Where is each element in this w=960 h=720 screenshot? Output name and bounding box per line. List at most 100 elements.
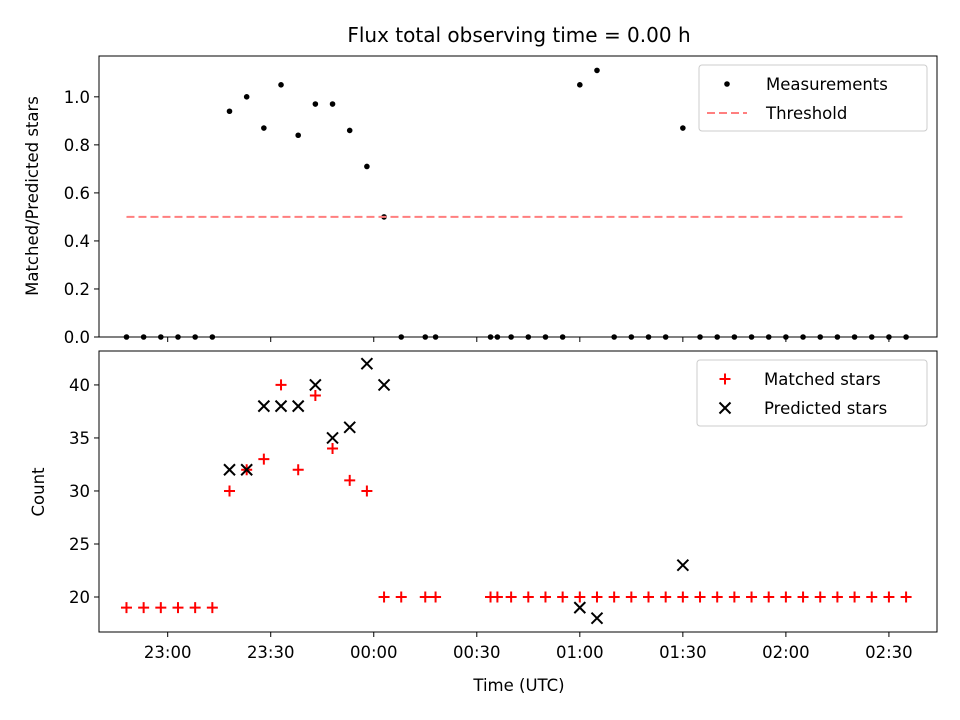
matched-stars-point <box>574 591 586 603</box>
axes-frame <box>98 55 938 338</box>
y-tick-label: 0.2 <box>64 280 90 299</box>
measurement-point <box>261 125 267 131</box>
measurement-point <box>329 101 336 107</box>
measurement-point <box>278 82 284 88</box>
predicted-stars-point <box>377 378 391 392</box>
matched-stars-point <box>309 390 321 402</box>
matched-stars-point <box>419 591 431 603</box>
y-tick-label: 25 <box>69 535 90 554</box>
matched-stars-point <box>505 591 517 603</box>
matched-stars-point <box>292 464 304 476</box>
matched-stars-point <box>660 591 672 603</box>
matched-stars-point <box>275 379 287 391</box>
measurement-point <box>226 108 233 115</box>
measurement-point <box>295 132 301 139</box>
legend-label: Measurements <box>766 75 888 94</box>
x-tick-label: 01:30 <box>659 643 707 662</box>
matched-stars-point <box>883 591 895 603</box>
bottom-y-axis-label: Count <box>29 467 48 517</box>
matched-stars-point <box>625 591 637 603</box>
measurement-point <box>243 94 250 100</box>
measurement-point <box>346 127 353 134</box>
matched-stars-point <box>763 591 775 603</box>
matched-stars-point <box>711 591 723 603</box>
predicted-stars-point <box>309 378 322 392</box>
x-tick-label: 23:30 <box>247 643 295 662</box>
x-tick-label: 00:00 <box>350 643 398 662</box>
matched-stars-point <box>491 591 503 603</box>
measurement-point <box>577 82 583 88</box>
matched-stars-point <box>120 602 132 614</box>
matched-stars-point <box>866 591 878 603</box>
matched-stars-point <box>539 591 551 603</box>
predicted-stars-point <box>573 601 587 614</box>
matched-stars-point <box>694 591 706 603</box>
bottom-panel: 20 25 30 35 40 23:00 23:30 00:00 00:30 01:00 01:30… <box>69 350 938 662</box>
measurement-point <box>594 67 600 74</box>
y-tick-label: 0.8 <box>64 136 90 155</box>
y-tick-label: 0.0 <box>64 328 90 347</box>
legend-label: Predicted stars <box>764 399 887 418</box>
y-tick-label: 0.4 <box>64 232 90 251</box>
matched-stars-point <box>608 591 620 603</box>
matched-stars-point <box>557 591 569 603</box>
matched-stars-point <box>814 591 826 603</box>
matched-stars-point <box>900 591 912 603</box>
y-tick-label: 1.0 <box>64 88 90 107</box>
matched-stars-point <box>344 474 356 486</box>
matched-stars-point <box>522 591 534 603</box>
matched-stars-point <box>849 591 861 603</box>
matched-stars-point <box>172 602 184 614</box>
legend-box <box>698 64 928 132</box>
legend-box <box>696 359 928 427</box>
axes-frame <box>98 350 938 633</box>
top-panel: 0.0 0.2 0.4 0.6 0.8 1.0 Measurements Threshold <box>64 55 938 347</box>
matched-stars-point <box>189 602 201 614</box>
matched-stars-point <box>643 591 655 603</box>
x-tick-label: 23:00 <box>144 643 192 662</box>
predicted-stars-point <box>240 463 253 476</box>
predicted-stars-point <box>360 357 374 370</box>
legend-label: Matched stars <box>764 370 881 389</box>
y-tick-label: 20 <box>69 588 90 607</box>
matched-stars-point <box>831 591 843 603</box>
x-tick-label: 01:00 <box>556 643 604 662</box>
matched-stars-point <box>224 485 236 497</box>
matched-stars-point <box>155 602 167 614</box>
measurement-point <box>312 101 319 107</box>
matched-stars-point <box>327 443 339 455</box>
y-tick-label: 30 <box>69 482 90 501</box>
legend-predicted-swatch <box>718 401 732 415</box>
y-tick-label: 40 <box>69 376 90 395</box>
predicted-stars-point <box>676 558 690 572</box>
predicted-stars-point <box>343 421 356 434</box>
matched-stars-point <box>206 602 218 614</box>
predicted-stars-point <box>590 612 604 625</box>
matched-stars-point <box>378 591 390 603</box>
matched-stars-point <box>797 591 809 603</box>
y-tick-label: 0.6 <box>64 184 90 203</box>
matched-stars-point <box>138 602 150 614</box>
matched-stars-point <box>591 591 603 603</box>
x-tick-label: 02:30 <box>865 643 913 662</box>
measurement-point <box>364 163 370 170</box>
matched-stars-point <box>395 591 407 603</box>
matched-stars-point <box>780 591 792 603</box>
legend-label: Threshold <box>765 104 847 123</box>
matched-stars-point <box>361 485 373 497</box>
x-tick-label: 02:00 <box>762 643 810 662</box>
top-y-axis-label: Matched/Predicted stars <box>23 96 42 296</box>
matched-stars-point <box>258 453 270 465</box>
predicted-stars-point <box>274 399 288 413</box>
predicted-stars-point <box>257 399 271 413</box>
y-tick-label: 35 <box>69 429 90 448</box>
chart-title: Flux total observing time = 0.00 h <box>347 23 690 47</box>
measurement-point <box>680 125 686 131</box>
x-tick-label: 00:30 <box>453 643 501 662</box>
legend-matched-swatch <box>719 373 731 385</box>
legend-measurements-swatch <box>724 81 730 87</box>
matched-stars-point <box>430 591 442 603</box>
predicted-stars-point <box>326 431 339 445</box>
matched-stars-point <box>677 591 689 603</box>
